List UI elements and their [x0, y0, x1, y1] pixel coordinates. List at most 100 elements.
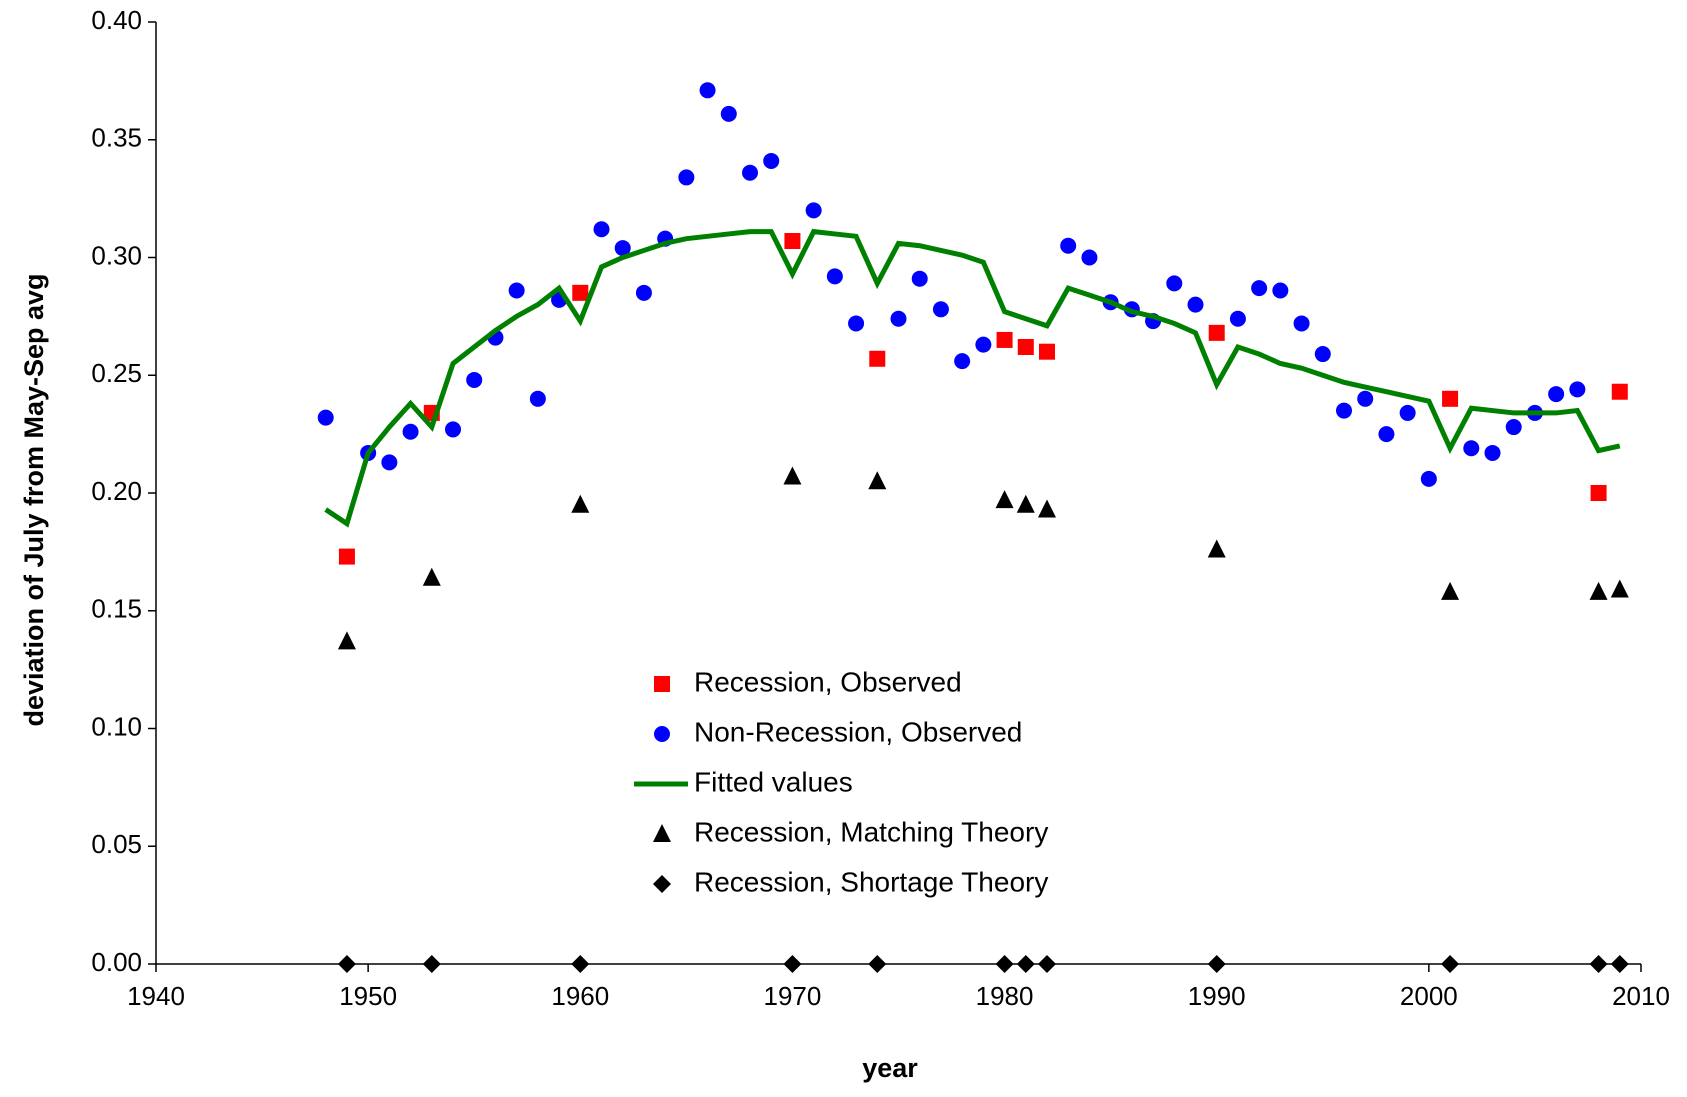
point — [868, 955, 887, 973]
legend-label: Recession, Matching Theory — [694, 816, 1048, 847]
point — [1207, 955, 1226, 973]
legend-label: Fitted values — [694, 766, 853, 797]
point — [954, 353, 971, 370]
point — [1272, 282, 1289, 299]
point — [381, 454, 398, 471]
legend-label: Non-Recession, Observed — [694, 716, 1022, 747]
point — [571, 955, 590, 973]
x-tick-label: 1940 — [127, 981, 185, 1011]
point — [1420, 470, 1437, 487]
x-tick-label: 1970 — [764, 981, 822, 1011]
point — [678, 169, 695, 186]
point — [1505, 419, 1522, 436]
legend-swatch — [654, 676, 670, 692]
point — [337, 631, 356, 650]
point — [1378, 426, 1395, 443]
point — [783, 466, 802, 485]
x-tick-label: 1950 — [339, 981, 397, 1011]
point — [1016, 955, 1035, 973]
point — [1229, 310, 1246, 327]
y-axis-title: deviation of July from May-Sep avg — [19, 273, 49, 726]
point — [848, 315, 865, 332]
point — [996, 331, 1013, 348]
x-tick-label: 1980 — [976, 981, 1034, 1011]
point — [466, 371, 483, 388]
point — [1336, 402, 1352, 419]
fitted-line — [324, 228, 1621, 528]
point — [593, 221, 610, 238]
point — [571, 494, 590, 513]
point — [1399, 404, 1416, 421]
legend-swatch — [653, 875, 671, 893]
point — [1548, 386, 1565, 403]
point — [1207, 539, 1226, 558]
point — [784, 233, 801, 250]
point — [1314, 346, 1331, 363]
point — [402, 423, 419, 440]
point — [508, 282, 525, 299]
point — [975, 336, 992, 353]
point — [1589, 581, 1608, 600]
x-tick-label: 2000 — [1400, 981, 1458, 1011]
point — [1442, 390, 1459, 407]
point — [338, 548, 355, 565]
point — [783, 955, 802, 973]
point — [1016, 494, 1035, 513]
point — [317, 409, 334, 426]
point — [763, 152, 780, 169]
x-tick-label: 1960 — [551, 981, 609, 1011]
point — [868, 471, 887, 490]
point — [1441, 955, 1460, 973]
point — [1251, 280, 1268, 297]
point — [1038, 499, 1056, 518]
point — [1463, 440, 1480, 457]
point — [1081, 249, 1098, 266]
x-tick-label: 1990 — [1188, 981, 1246, 1011]
point — [869, 350, 886, 367]
point — [1293, 315, 1310, 332]
point — [1441, 581, 1460, 600]
point — [826, 268, 843, 285]
x-axis-title: year — [862, 1053, 918, 1083]
point — [614, 240, 631, 257]
point — [635, 284, 652, 301]
point — [995, 490, 1014, 509]
point — [1611, 383, 1628, 400]
y-tick-label: 0.20 — [91, 476, 142, 506]
point — [1060, 237, 1077, 254]
point — [995, 955, 1014, 973]
point — [337, 955, 356, 973]
y-tick-label: 0.00 — [91, 947, 142, 977]
y-tick-label: 0.10 — [91, 711, 142, 741]
y-tick-label: 0.05 — [91, 829, 142, 859]
point — [1187, 296, 1204, 313]
legend-label: Recession, Shortage Theory — [694, 866, 1048, 897]
legend-swatch — [653, 824, 671, 842]
legend-swatch — [654, 726, 670, 742]
point — [422, 955, 441, 973]
y-tick-label: 0.15 — [91, 594, 142, 624]
point — [1017, 338, 1034, 355]
point — [699, 82, 716, 99]
x-tick-label: 2010 — [1612, 981, 1670, 1011]
point — [529, 390, 546, 407]
point — [742, 164, 758, 181]
point — [422, 567, 441, 586]
point — [1357, 390, 1374, 407]
point — [445, 421, 461, 438]
y-tick-label: 0.35 — [91, 123, 142, 153]
point — [1208, 324, 1225, 341]
point — [1166, 275, 1183, 292]
point — [890, 310, 907, 327]
point — [1038, 955, 1056, 973]
point — [572, 284, 589, 301]
point — [720, 105, 737, 122]
y-tick-label: 0.25 — [91, 358, 142, 388]
y-tick-label: 0.40 — [91, 5, 142, 35]
point — [1610, 955, 1629, 973]
point — [1569, 381, 1586, 398]
point — [1589, 955, 1608, 973]
point — [1610, 579, 1629, 598]
legend-label: Recession, Observed — [694, 666, 962, 697]
